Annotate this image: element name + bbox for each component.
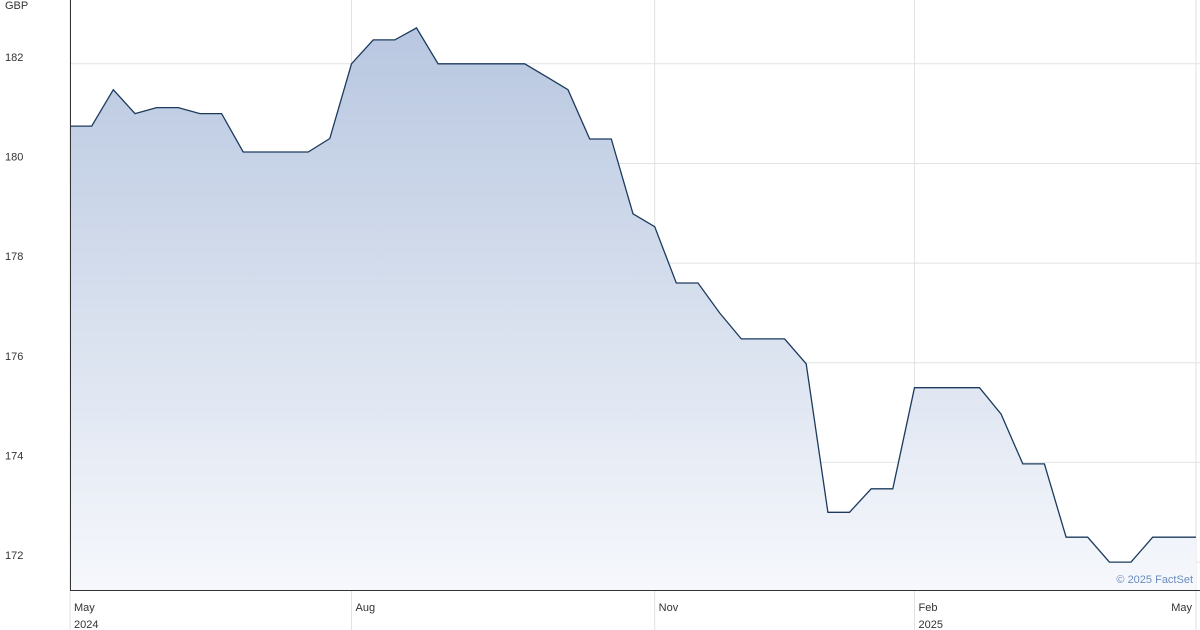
y-tick-label: 178 bbox=[5, 251, 23, 263]
x-year-label: 2024 bbox=[74, 619, 98, 630]
y-tick-label: 176 bbox=[5, 351, 23, 363]
x-tick-label: Feb bbox=[919, 602, 938, 614]
x-tick-label: May bbox=[1171, 602, 1192, 614]
area-fill bbox=[70, 27, 1196, 590]
x-year-label: 2025 bbox=[919, 619, 943, 630]
credit: © 2025 FactSet bbox=[1116, 574, 1193, 586]
y-tick-label: 182 bbox=[5, 52, 23, 64]
y-tick-label: 174 bbox=[5, 450, 23, 462]
y-tick-label: 180 bbox=[5, 151, 23, 163]
y-tick-label: 172 bbox=[5, 550, 23, 562]
x-tick-label: May bbox=[74, 602, 95, 614]
x-tick-label: Nov bbox=[659, 602, 679, 614]
y-unit: GBP bbox=[5, 0, 28, 12]
x-tick-label: Aug bbox=[356, 602, 376, 614]
price-line bbox=[70, 27, 1196, 563]
